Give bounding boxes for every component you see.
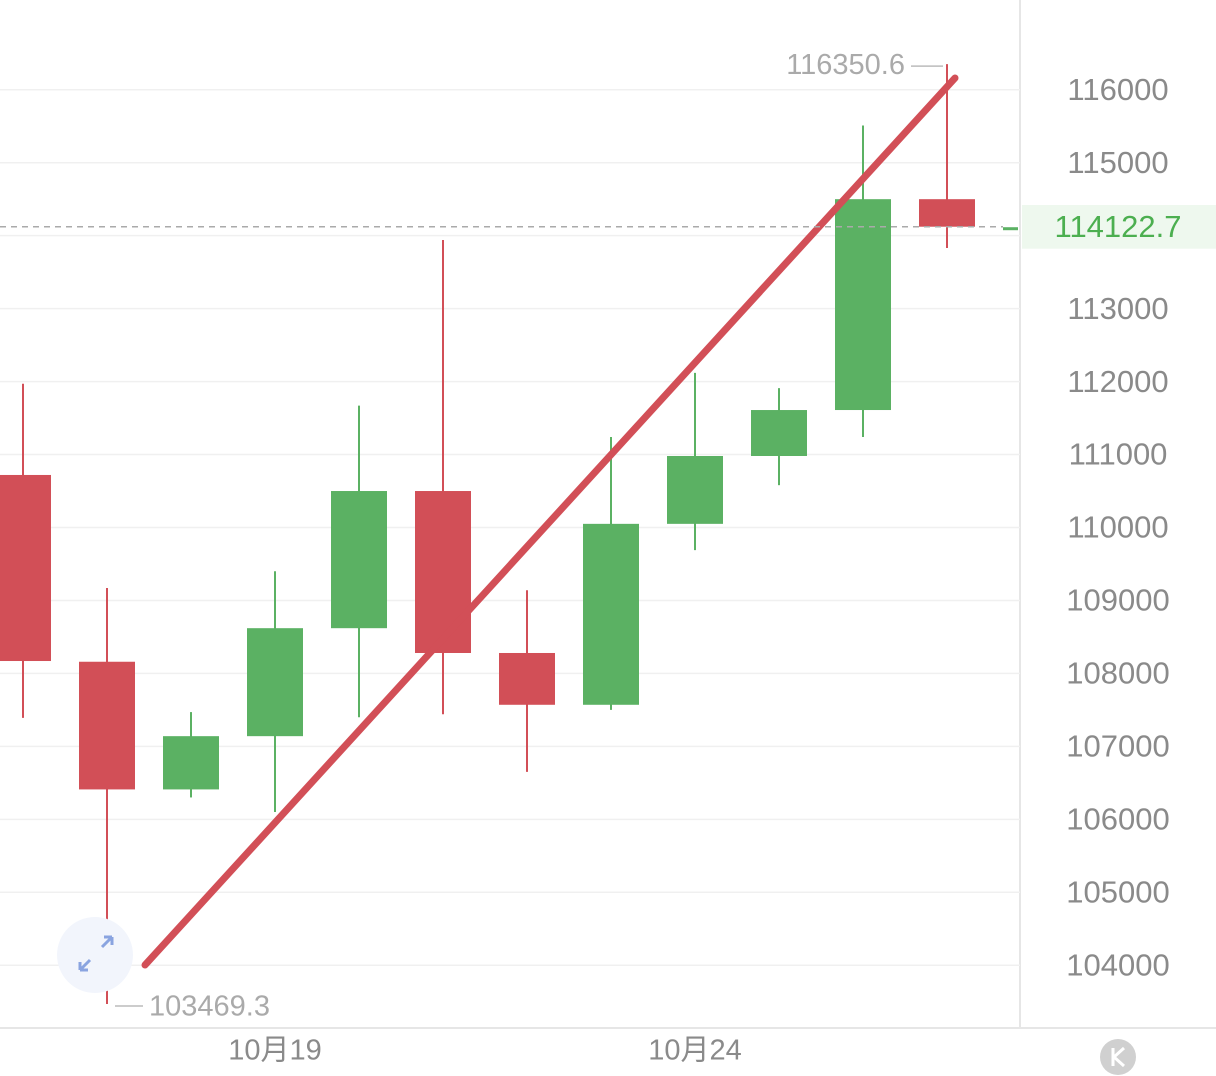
labels: 104000 105000 106000 107000 108000 109000 1100…: [0, 49, 1216, 1067]
y-tick-label: 105000: [1066, 874, 1169, 909]
y-tick-label: 108000: [1066, 656, 1169, 691]
min-label: 103469.3: [149, 991, 270, 1023]
body: [247, 628, 303, 737]
trend-line: [141, 74, 959, 969]
body: [331, 491, 387, 629]
body: [0, 474, 51, 662]
y-tick-label: 109000: [1066, 583, 1169, 618]
price-label: 114122.7: [1055, 209, 1182, 244]
y-tick-label: 115000: [1067, 145, 1168, 180]
candles: [0, 64, 975, 1004]
y-tick-label: 106000: [1066, 802, 1169, 837]
body: [583, 523, 639, 705]
y-tick-label: 116000: [1067, 72, 1168, 107]
k-button[interactable]: [1100, 1039, 1136, 1075]
price-box: [1022, 205, 1216, 249]
expand-icon: [78, 935, 114, 972]
k-icon: [1111, 1046, 1126, 1068]
y-tick-label: 111000: [1069, 437, 1168, 472]
y-tick-label: 104000: [1066, 947, 1169, 982]
expand-button[interactable]: [57, 917, 133, 993]
body: [499, 652, 555, 705]
x-tick-label: 10月19: [228, 1035, 322, 1067]
body: [919, 199, 975, 227]
body: [79, 661, 135, 790]
x-tick-label: 10月24: [648, 1035, 742, 1067]
body: [667, 455, 723, 524]
y-tick-label: 112000: [1067, 364, 1168, 399]
y-tick-label: 110000: [1067, 510, 1168, 545]
body: [163, 736, 219, 790]
y-tick-label: 113000: [1067, 291, 1168, 326]
body: [415, 491, 471, 653]
max-label: 116350.6: [786, 49, 905, 81]
y-tick-label: 107000: [1066, 729, 1169, 764]
body: [751, 410, 807, 456]
body: [835, 199, 891, 411]
